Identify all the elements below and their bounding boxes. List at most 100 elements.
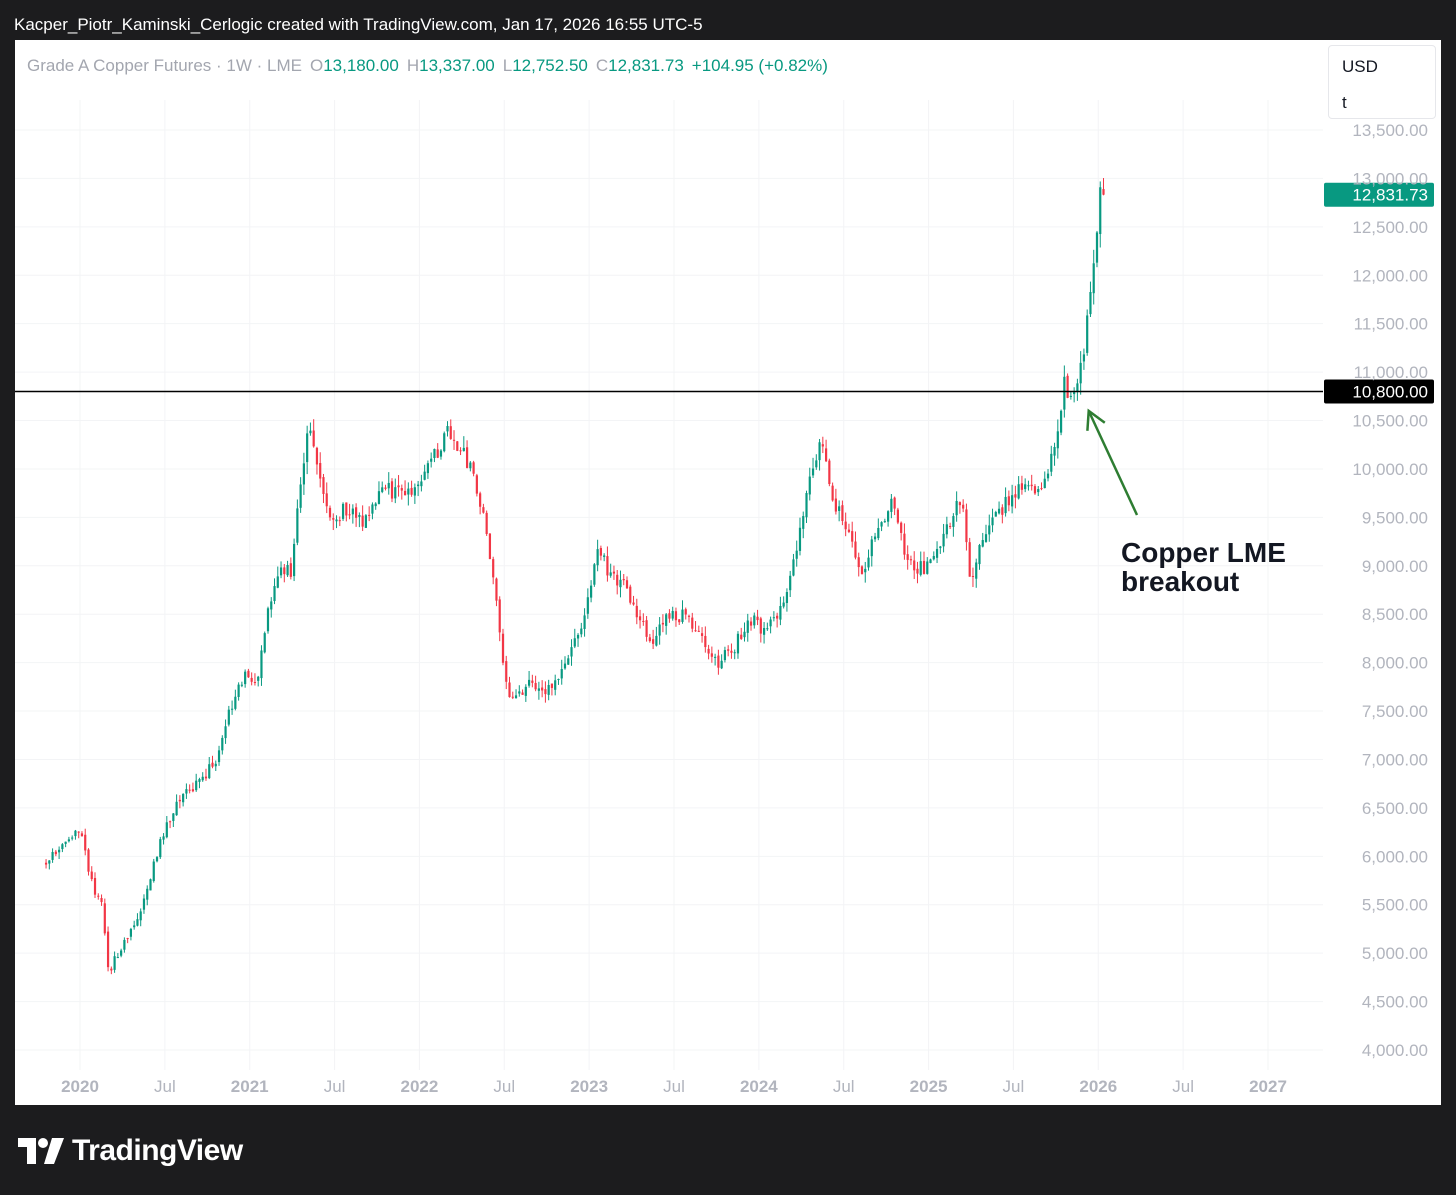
candle-body <box>1033 486 1037 494</box>
candle-body <box>322 477 325 494</box>
candle <box>93 872 97 898</box>
candle-body <box>857 557 860 568</box>
candle <box>80 831 84 837</box>
candle-body <box>743 631 746 638</box>
candle-body <box>1040 488 1043 490</box>
candle-body <box>991 517 994 526</box>
candle-body <box>155 857 159 862</box>
y-tick-label: 8,000.00 <box>1362 654 1428 673</box>
chart-panel[interactable]: 10,800.00 12,831.73 13,500.00 13,000.00 12,… <box>15 40 1441 1105</box>
candle-body <box>824 448 828 462</box>
candle <box>772 611 775 622</box>
candle-body <box>371 504 374 514</box>
candle-body <box>873 536 877 540</box>
candle <box>1073 387 1076 403</box>
candle <box>299 477 302 513</box>
candle-body <box>887 511 890 522</box>
candle-body <box>1001 507 1004 515</box>
candle <box>44 859 48 869</box>
candle <box>260 645 263 686</box>
candle-body <box>694 630 697 632</box>
candle-body <box>394 487 397 499</box>
candle <box>652 629 655 650</box>
candle <box>1001 504 1004 524</box>
y-tick-label: 12,000.00 <box>1352 266 1428 285</box>
candle <box>253 673 257 686</box>
candle-body <box>896 509 899 523</box>
candle-body <box>880 522 883 527</box>
symbol-label[interactable]: Grade A Copper Futures · 1W · LME <box>27 56 302 75</box>
candle <box>740 627 743 640</box>
candle <box>681 600 684 624</box>
price-axis: 13,500.00 13,000.00 12,500.00 12,000.00 11,5… <box>1352 121 1428 1060</box>
currency-unit-selector[interactable]: USD t <box>1328 45 1436 119</box>
candle <box>456 440 459 452</box>
candle <box>802 511 805 539</box>
candle-body <box>1011 495 1014 507</box>
candle-body <box>975 562 978 579</box>
candle <box>1027 480 1030 491</box>
candle-body <box>1079 362 1082 384</box>
candle <box>208 757 211 780</box>
candle-body <box>616 574 619 586</box>
candle <box>84 828 87 856</box>
candle <box>831 482 834 502</box>
candle <box>338 516 341 527</box>
candle <box>1037 486 1040 497</box>
candle <box>1099 181 1102 248</box>
candle <box>815 454 818 470</box>
candle <box>501 628 505 666</box>
candle <box>100 894 103 906</box>
candle-body <box>87 849 90 872</box>
candle-body <box>697 630 700 632</box>
candle-body <box>44 862 48 865</box>
candle-body <box>149 879 152 891</box>
candle-body <box>381 487 384 492</box>
candle <box>893 496 896 516</box>
candle-body <box>204 776 208 779</box>
candle <box>834 488 837 515</box>
candle <box>325 482 328 514</box>
currency-label[interactable]: USD <box>1342 57 1378 76</box>
candle-body <box>573 638 576 647</box>
candle <box>567 654 570 665</box>
candle-body <box>1066 375 1069 398</box>
candle <box>475 473 478 497</box>
y-tick-label: 11,500.00 <box>1354 315 1428 334</box>
candle-body <box>289 563 292 577</box>
candle-body <box>625 580 629 589</box>
candle-body <box>410 487 413 495</box>
candle <box>880 521 883 532</box>
candle-body <box>782 602 785 607</box>
candle <box>472 460 475 477</box>
tradingview-logo[interactable]: TradingView <box>18 1131 243 1171</box>
candle <box>877 518 880 541</box>
candle <box>841 500 844 526</box>
candle-body <box>821 444 824 447</box>
candle <box>984 524 988 543</box>
candle-body <box>723 650 727 661</box>
candle <box>191 782 195 793</box>
candle <box>818 438 821 471</box>
candle <box>106 926 110 972</box>
candle-body <box>364 515 368 528</box>
candle <box>485 510 488 536</box>
candle <box>198 777 201 789</box>
candle-body <box>1089 292 1092 315</box>
candle-body <box>596 549 599 566</box>
candle <box>511 691 514 700</box>
candle-body <box>511 696 514 698</box>
brand-name: TradingView <box>72 1134 243 1167</box>
candle <box>544 681 547 703</box>
candle-body <box>642 620 645 622</box>
candle <box>1076 378 1079 401</box>
candle-body <box>661 622 665 625</box>
candle-body <box>368 514 371 516</box>
candle <box>1043 471 1046 489</box>
candle <box>387 472 390 495</box>
candle-body <box>58 849 61 853</box>
unit-label[interactable]: t <box>1342 93 1347 112</box>
candle <box>978 543 981 570</box>
candle <box>1017 476 1020 500</box>
